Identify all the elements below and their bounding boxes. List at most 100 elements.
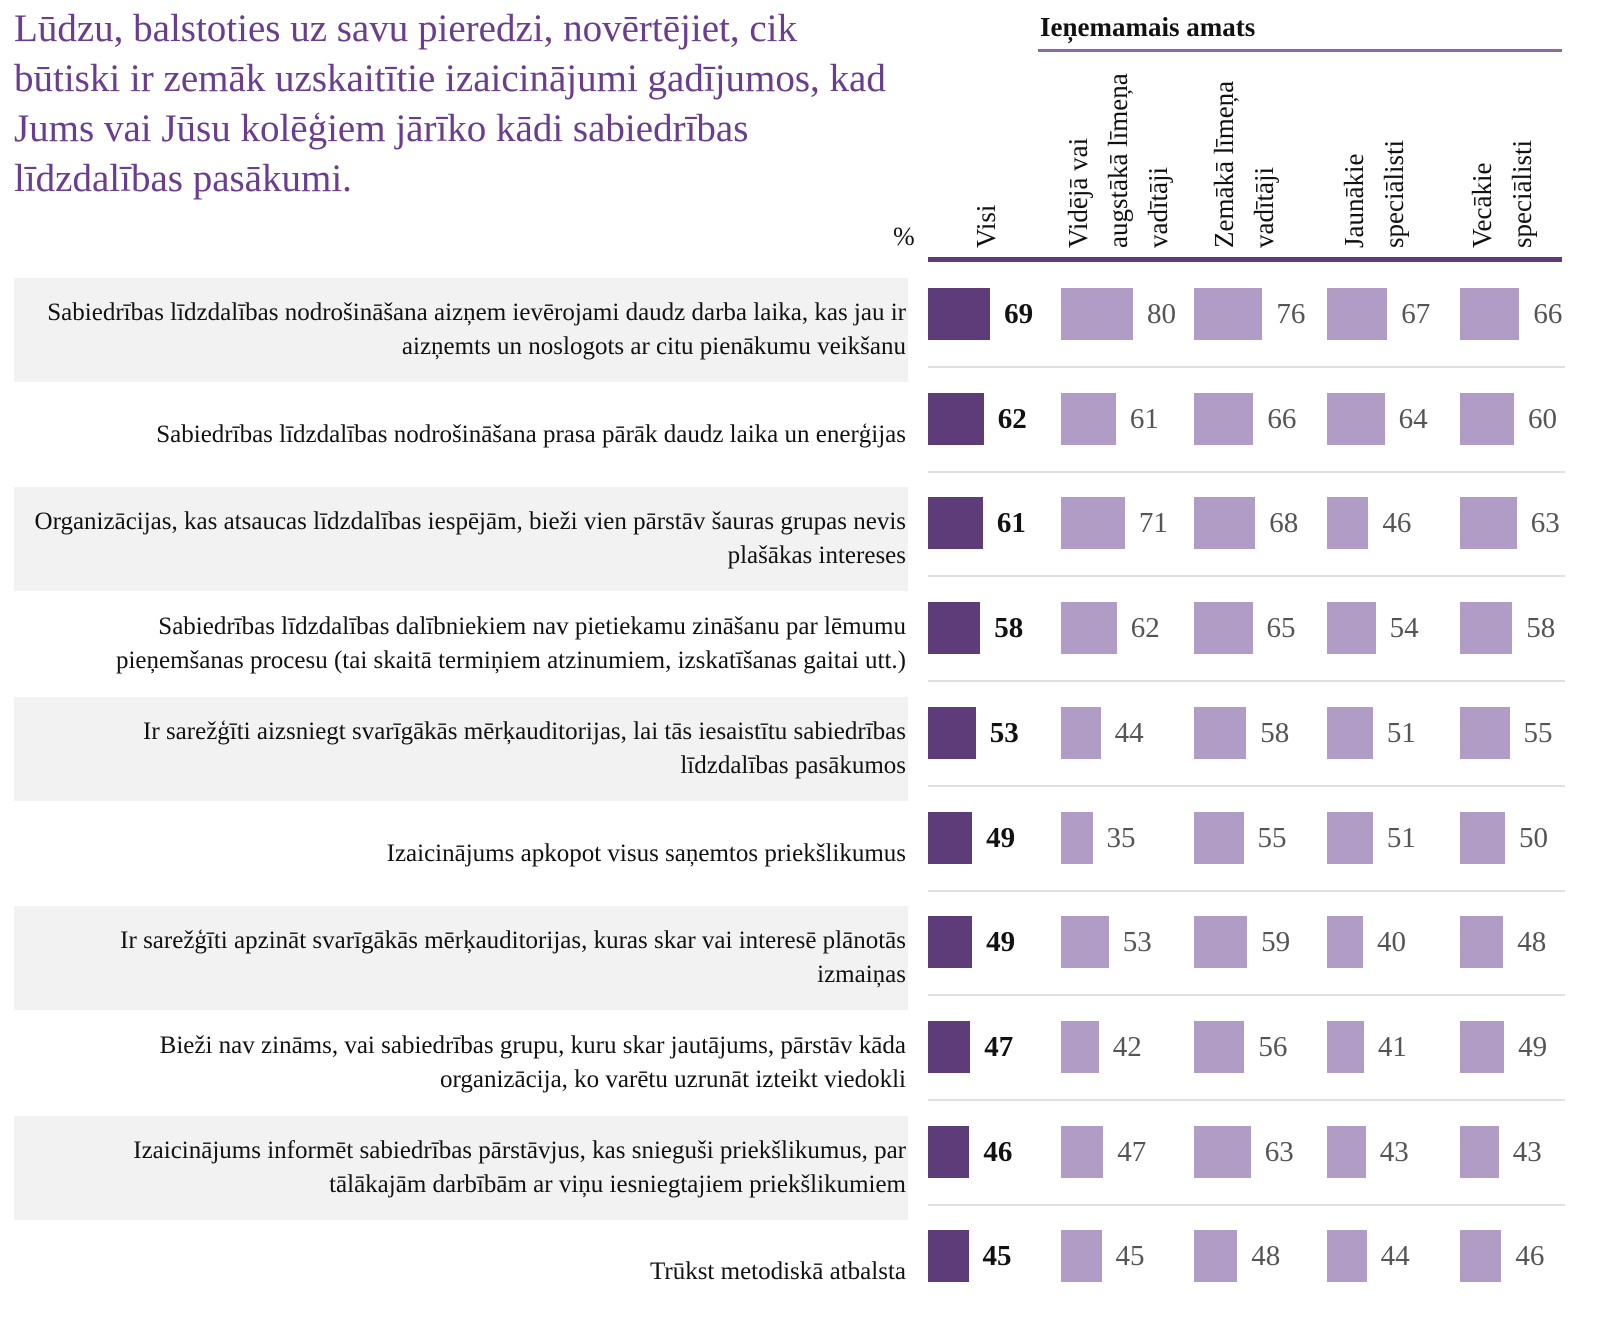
bar <box>1061 1125 1104 1178</box>
bar <box>1460 497 1517 550</box>
row-label: Ir sarežģīti aizsniegt svarīgākās mērķau… <box>14 697 906 801</box>
value-label: 47 <box>984 1030 1014 1063</box>
value-label: 55 <box>1523 716 1553 749</box>
row-label: Sabiedrības līdzdalības nodrošināšana ai… <box>14 278 906 382</box>
bar <box>1194 392 1254 445</box>
bar <box>1061 497 1125 550</box>
value-label: 45 <box>1115 1240 1145 1273</box>
bar <box>1327 1125 1366 1178</box>
row-separator <box>928 470 1565 473</box>
bar <box>1061 602 1117 655</box>
value-label: 69 <box>1004 298 1034 330</box>
bar <box>1061 916 1109 969</box>
row-separator <box>928 994 1565 997</box>
bar <box>1327 602 1376 655</box>
row-separator <box>928 575 1565 578</box>
value-label: 56 <box>1258 1030 1288 1063</box>
value-label: 66 <box>1533 298 1563 330</box>
bar <box>1460 288 1520 340</box>
bar <box>1194 916 1248 969</box>
bar <box>1327 392 1385 445</box>
row-label: Bieži nav zināms, vai sabiedrības grupu,… <box>14 1011 906 1115</box>
value-label: 35 <box>1106 821 1136 854</box>
bar <box>928 1230 969 1283</box>
value-label: 64 <box>1398 402 1428 435</box>
bar <box>1194 1230 1238 1283</box>
value-label: 44 <box>1380 1240 1410 1273</box>
bar <box>1194 497 1256 550</box>
bar <box>1194 602 1253 655</box>
value-label: 51 <box>1386 716 1416 749</box>
bar <box>928 1020 971 1073</box>
row-separator <box>928 1098 1565 1101</box>
column-header: Visi <box>971 204 1001 248</box>
bar <box>928 288 991 340</box>
bar <box>1194 1125 1251 1178</box>
value-label: 48 <box>1517 926 1547 959</box>
row-band <box>14 696 908 801</box>
value-label: 45 <box>982 1240 1012 1273</box>
bar <box>1194 288 1263 340</box>
category-label: Sabiedrības līdzdalības dalībniekiem nav… <box>115 613 906 675</box>
value-label: 44 <box>1114 716 1144 749</box>
bar <box>928 1125 970 1178</box>
value-label: 50 <box>1519 821 1548 854</box>
value-label: 49 <box>986 821 1016 854</box>
value-label: 61 <box>1129 402 1159 435</box>
column-header: Vecākie speciālisti <box>1467 140 1537 248</box>
bar <box>1460 1125 1499 1178</box>
value-label: 66 <box>1267 402 1297 435</box>
group-rule <box>1038 49 1562 52</box>
value-label: 80 <box>1147 298 1176 330</box>
category-label: Bieži nav zināms, vai sabiedrības grupu,… <box>159 1031 906 1093</box>
bar <box>928 497 983 550</box>
value-label: 54 <box>1389 612 1419 645</box>
column-header: Vidējā vai augstākā līmeņa vadītāji <box>1063 73 1173 248</box>
group-label: Ieņemamais amats <box>1040 12 1256 42</box>
row-separator <box>928 889 1565 892</box>
bar <box>1061 392 1116 445</box>
bar <box>1460 706 1510 759</box>
row-separator <box>928 1203 1565 1206</box>
bar <box>928 706 976 759</box>
bar <box>1327 811 1373 864</box>
column-header: Zemākā līmeņa vadītāji <box>1209 80 1279 248</box>
bar <box>1061 288 1133 340</box>
bar <box>1327 288 1388 340</box>
bar <box>1460 1230 1502 1283</box>
value-label: 68 <box>1269 507 1299 540</box>
value-label: 65 <box>1266 612 1296 645</box>
value-label: 76 <box>1276 298 1306 330</box>
value-label: 61 <box>996 507 1026 540</box>
bar <box>928 392 984 445</box>
bar <box>1460 392 1514 445</box>
category-label: Izaicinājums apkopot visus saņemtos prie… <box>386 839 906 867</box>
row-label: Organizācijas, kas atsaucas līdzdalības … <box>14 487 906 591</box>
value-label: 58 <box>1260 716 1290 749</box>
value-label: 60 <box>1528 402 1557 435</box>
row-separator <box>928 366 1565 368</box>
value-label: 40 <box>1377 926 1406 959</box>
value-label: 67 <box>1401 298 1431 330</box>
bar <box>1327 916 1363 969</box>
value-label: 49 <box>1518 1030 1548 1063</box>
row-band <box>14 278 908 382</box>
value-label: 58 <box>1526 612 1556 645</box>
row-label: Trūkst metodiskā atbalsta <box>14 1220 906 1324</box>
bar <box>1194 1020 1245 1073</box>
bar <box>1061 1230 1102 1283</box>
row-band <box>14 1115 908 1220</box>
bar <box>1061 706 1101 759</box>
row-label: Ir sarežģīti apzināt svarīgākās mērķaudi… <box>14 906 906 1010</box>
value-label: 62 <box>997 402 1027 435</box>
category-label: Ir sarežģīti apzināt svarīgākās mērķaudi… <box>120 927 906 989</box>
bar <box>1460 1020 1505 1073</box>
value-label: 59 <box>1261 926 1291 959</box>
value-label: 53 <box>1122 926 1152 959</box>
value-label: 43 <box>1379 1135 1409 1168</box>
bar <box>928 811 973 864</box>
value-label: 46 <box>983 1135 1013 1168</box>
category-label: Sabiedrības līdzdalības nodrošināšana ai… <box>47 299 906 360</box>
unit-label: % <box>893 222 915 251</box>
